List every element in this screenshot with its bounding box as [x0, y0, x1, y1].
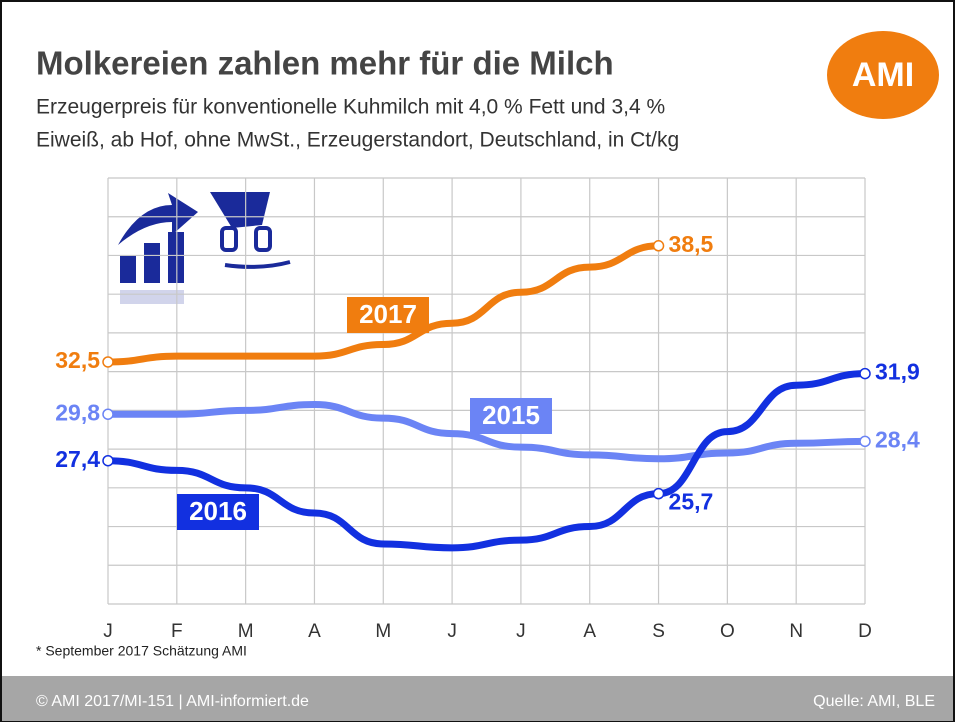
- x-tick-label: N: [789, 621, 803, 642]
- marker: [102, 408, 114, 420]
- marker: [102, 356, 114, 368]
- x-tick-label: J: [447, 621, 457, 642]
- marker: [652, 240, 665, 252]
- data-label: 38,5: [669, 231, 714, 257]
- data-label: 27,4: [55, 446, 100, 472]
- series-label: 2016: [189, 496, 247, 526]
- x-tick-label: F: [171, 621, 183, 642]
- series-label-box: [470, 398, 552, 434]
- series-label: 2015: [482, 400, 540, 430]
- subtitle: Eiweiß, ab Hof, ohne MwSt., Erzeugerstan…: [36, 129, 679, 152]
- line: [107, 370, 866, 552]
- footer-left: © AMI 2017/MI-151 | AMI-informiert.de: [36, 693, 309, 710]
- icon: [118, 192, 291, 304]
- series-label: 2017: [359, 299, 417, 329]
- x-tick-label: J: [516, 621, 526, 642]
- line: [107, 401, 866, 463]
- subtitle: Erzeugerpreis für konventionelle Kuhmilc…: [36, 96, 665, 119]
- x-tick-label: M: [238, 621, 254, 642]
- data-label: 28,4: [875, 426, 920, 452]
- chart-title: Molkereien zahlen mehr für die Milch: [36, 45, 614, 82]
- footer-right: Quelle: AMI, BLE: [813, 693, 935, 710]
- data-label: 25,7: [669, 489, 714, 515]
- marker: [859, 435, 871, 448]
- x-tick-label: A: [583, 621, 596, 642]
- line: [107, 242, 659, 366]
- logo-text: AMI: [852, 56, 914, 94]
- footnote: * September 2017 Schätzung AMI: [36, 643, 247, 659]
- series-label-box: [177, 494, 259, 530]
- marker: [859, 367, 871, 380]
- data-label: 29,8: [55, 399, 100, 425]
- series-label-box: [347, 297, 429, 333]
- x-tick-label: A: [308, 621, 321, 642]
- logo: [827, 31, 939, 119]
- x-tick-label: J: [103, 621, 113, 642]
- data-label: 32,5: [55, 347, 100, 373]
- x-tick-label: D: [858, 621, 872, 642]
- marker: [652, 487, 665, 500]
- data-label: 31,9: [875, 359, 920, 385]
- x-tick-label: M: [375, 621, 391, 642]
- footer-bar: [2, 676, 953, 721]
- x-tick-label: S: [652, 621, 665, 642]
- x-tick-label: O: [720, 621, 735, 642]
- marker: [102, 454, 114, 467]
